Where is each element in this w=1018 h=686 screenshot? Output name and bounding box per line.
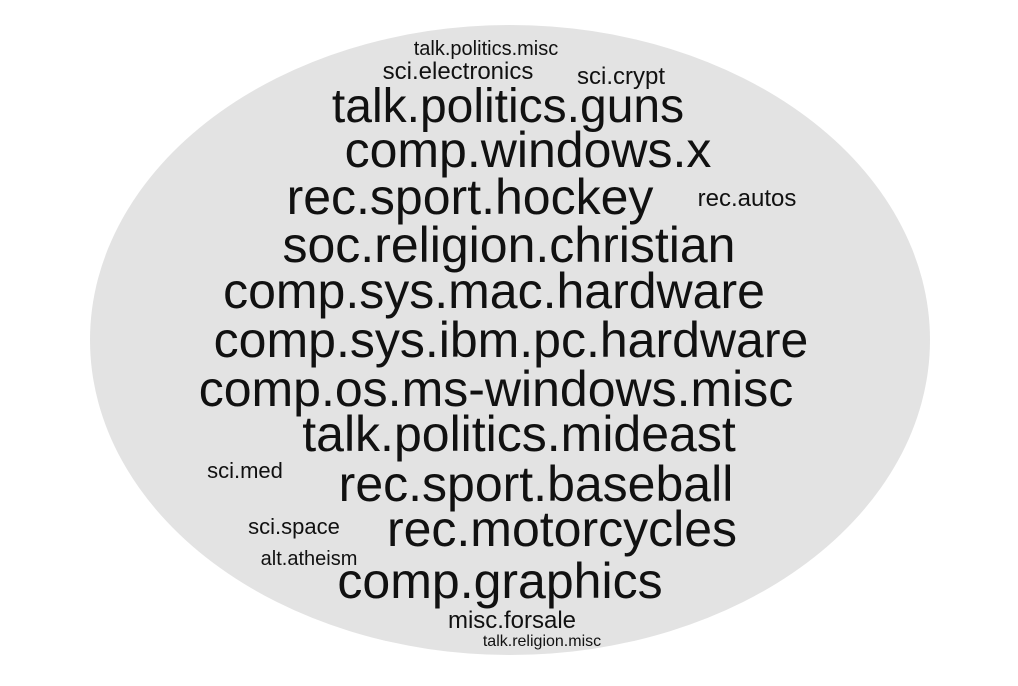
word-rec-autos: rec.autos xyxy=(698,185,797,212)
word-rec-motorcycles: rec.motorcycles xyxy=(387,501,737,557)
word-sci-electronics: sci.electronics xyxy=(383,58,534,85)
word-talk-religion-misc: talk.religion.misc xyxy=(483,633,601,650)
word-misc-forsale: misc.forsale xyxy=(448,607,576,634)
word-sci-crypt: sci.crypt xyxy=(577,63,665,90)
word-comp-os-ms-windows-misc: comp.os.ms-windows.misc xyxy=(199,361,794,417)
word-talk-politics-guns: talk.politics.guns xyxy=(332,80,684,133)
word-soc-religion-christian: soc.religion.christian xyxy=(283,217,736,273)
word-comp-sys-ibm-pc-hardware: comp.sys.ibm.pc.hardware xyxy=(214,312,809,368)
word-sci-med: sci.med xyxy=(207,458,283,483)
word-alt-atheism: alt.atheism xyxy=(261,548,358,570)
word-rec-sport-baseball: rec.sport.baseball xyxy=(339,456,734,512)
word-talk-politics-misc: talk.politics.misc xyxy=(414,38,558,60)
word-sci-space: sci.space xyxy=(248,514,340,539)
word-comp-sys-mac-hardware: comp.sys.mac.hardware xyxy=(223,263,765,319)
word-rec-sport-hockey: rec.sport.hockey xyxy=(287,169,654,225)
word-talk-politics-mideast: talk.politics.mideast xyxy=(302,406,736,462)
word-comp-windows-x: comp.windows.x xyxy=(345,122,712,178)
cloud-ellipse xyxy=(90,25,930,655)
word-comp-graphics: comp.graphics xyxy=(337,553,662,609)
